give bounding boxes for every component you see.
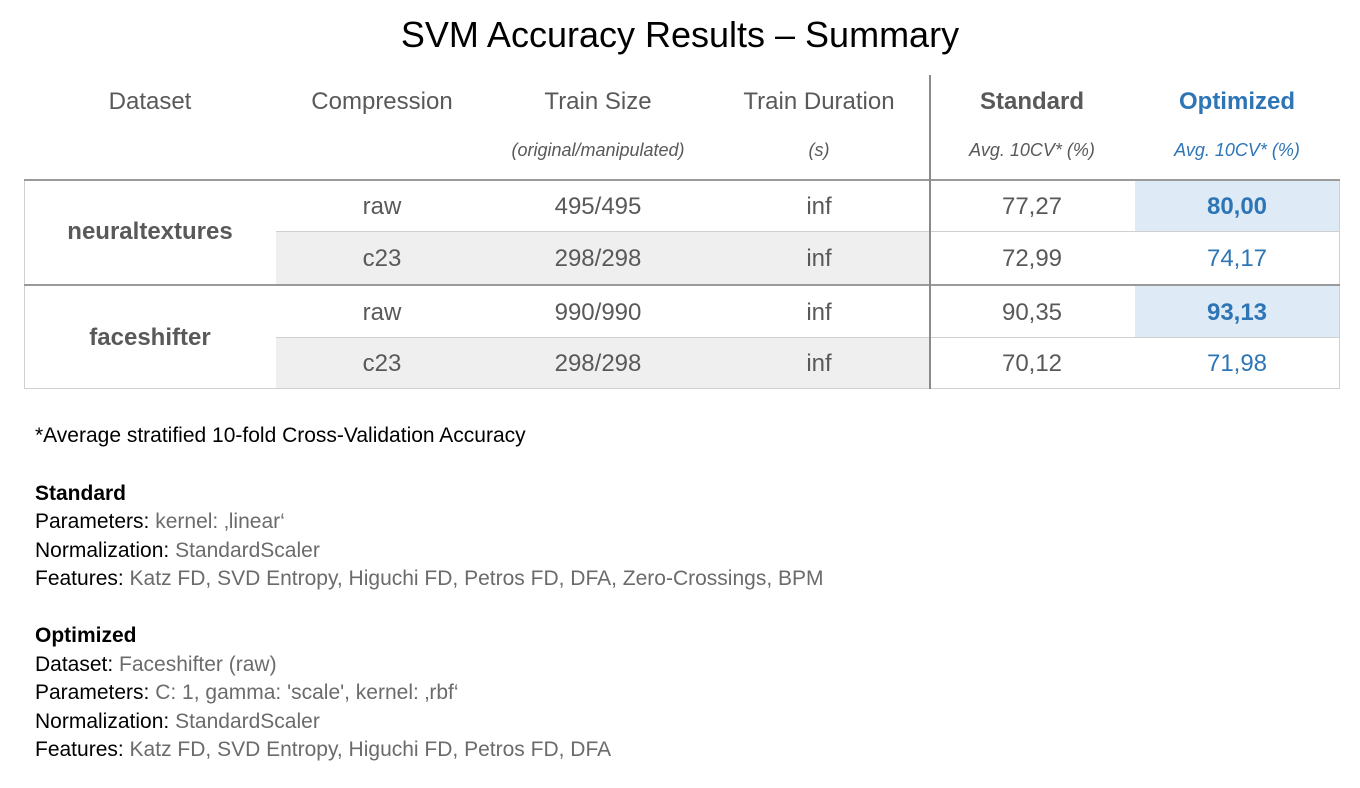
cell-train-duration: inf (806, 350, 832, 377)
cell-compression: c23 (362, 245, 402, 272)
param-key: Normalization: (35, 539, 176, 562)
param-value: Katz FD, SVD Entropy, Higuchi FD, Petros… (129, 738, 612, 761)
header-divider (24, 179, 1340, 181)
param-value: StandardScaler (175, 539, 320, 562)
cell-train-size: 298/298 (554, 350, 642, 377)
highlight-best-2 (1135, 286, 1339, 337)
header-train-duration: Train Duration (743, 88, 895, 115)
page-title: SVM Accuracy Results – Summary (400, 14, 960, 55)
cell-standard: 70,12 (1001, 350, 1063, 377)
header-standard: Standard (979, 88, 1084, 115)
optimized-normalization: Normalization: StandardScaler (35, 710, 320, 734)
param-value: kernel: ‚linear‘ (155, 510, 285, 533)
optimized-params: Parameters: C: 1, gamma: 'scale', kernel… (35, 681, 459, 705)
highlight-best-1 (1135, 181, 1339, 231)
param-key: Dataset: (35, 653, 120, 676)
param-key: Features: (35, 567, 130, 590)
row-divider-1 (276, 231, 1340, 232)
param-key: Parameters: (35, 681, 156, 704)
standard-heading: Standard (35, 482, 127, 505)
param-value: Katz FD, SVD Entropy, Higuchi FD, Petros… (129, 567, 824, 590)
cell-compression: raw (362, 193, 402, 220)
cell-train-size: 495/495 (554, 193, 642, 220)
header-optimized-sub: Avg. 10CV* (%) (1174, 140, 1300, 160)
param-key: Parameters: (35, 510, 156, 533)
shade-row-4 (276, 338, 930, 388)
cell-compression: c23 (362, 350, 402, 377)
standard-normalization: Normalization: StandardScaler (35, 539, 320, 563)
header-dataset: Dataset (108, 88, 192, 115)
cell-optimized: 71,98 (1206, 350, 1268, 377)
cell-train-size: 990/990 (554, 299, 642, 326)
cell-standard: 77,27 (1001, 193, 1063, 220)
header-train-size: Train Size (544, 88, 652, 115)
optimized-features: Features: Katz FD, SVD Entropy, Higuchi … (35, 738, 611, 762)
standard-features: Features: Katz FD, SVD Entropy, Higuchi … (35, 567, 824, 591)
standard-params: Parameters: kernel: ‚linear‘ (35, 510, 285, 534)
param-key: Normalization: (35, 710, 176, 733)
cell-optimized: 74,17 (1206, 245, 1268, 272)
cell-optimized: 80,00 (1206, 193, 1268, 220)
cell-train-duration: inf (806, 193, 832, 220)
cell-standard: 72,99 (1001, 245, 1063, 272)
cell-optimized: 93,13 (1206, 299, 1268, 326)
cell-train-duration: inf (806, 299, 832, 326)
header-train-size-sub: (original/manipulated) (511, 140, 685, 160)
group-divider (24, 284, 1340, 286)
param-value: Faceshifter (raw) (119, 653, 277, 676)
header-compression: Compression (311, 88, 453, 115)
column-separator (929, 75, 931, 389)
param-value: C: 1, gamma: 'scale', kernel: ‚rbf‘ (155, 681, 459, 704)
header-optimized: Optimized (1178, 88, 1295, 115)
param-value: StandardScaler (175, 710, 320, 733)
param-key: Features: (35, 738, 130, 761)
dataset-name: neuraltextures (67, 218, 233, 245)
cell-compression: raw (362, 299, 402, 326)
row-divider-2 (276, 337, 1340, 338)
cell-standard: 90,35 (1001, 299, 1063, 326)
dataset-name: faceshifter (89, 324, 211, 351)
header-standard-sub: Avg. 10CV* (%) (969, 140, 1095, 160)
footnote: *Average stratified 10-fold Cross-Valida… (35, 424, 526, 447)
header-train-duration-sub: (s) (808, 140, 830, 160)
optimized-dataset: Dataset: Faceshifter (raw) (35, 653, 277, 677)
cell-train-duration: inf (806, 245, 832, 272)
optimized-heading: Optimized (35, 624, 137, 647)
cell-train-size: 298/298 (554, 245, 642, 272)
shade-row-2 (276, 232, 930, 284)
